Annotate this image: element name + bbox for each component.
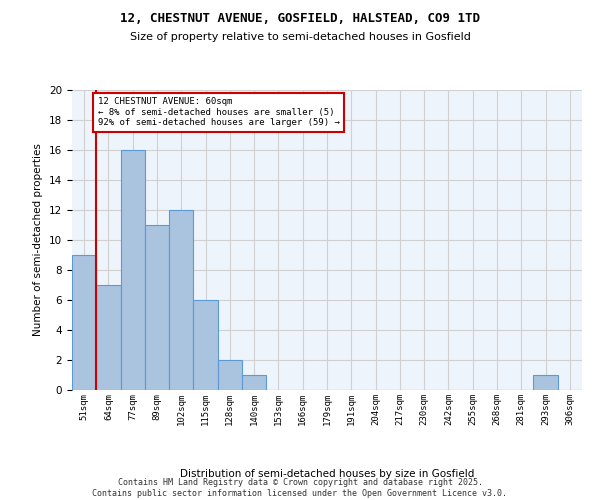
Bar (121, 150, 145, 390)
X-axis label: Distribution of semi-detached houses by size in Gosfield: Distribution of semi-detached houses by … (180, 470, 474, 480)
Bar (218, 360, 242, 390)
Bar (72, 255, 96, 390)
Bar (242, 375, 266, 390)
Text: Size of property relative to semi-detached houses in Gosfield: Size of property relative to semi-detach… (130, 32, 470, 42)
Bar (145, 225, 169, 390)
Bar (169, 210, 193, 390)
Bar (533, 375, 558, 390)
Bar (193, 300, 218, 390)
Bar (96, 285, 121, 390)
Text: Contains HM Land Registry data © Crown copyright and database right 2025.
Contai: Contains HM Land Registry data © Crown c… (92, 478, 508, 498)
Y-axis label: Number of semi-detached properties: Number of semi-detached properties (34, 144, 43, 336)
Text: 12 CHESTNUT AVENUE: 60sqm
← 8% of semi-detached houses are smaller (5)
92% of se: 12 CHESTNUT AVENUE: 60sqm ← 8% of semi-d… (97, 98, 340, 128)
Text: 12, CHESTNUT AVENUE, GOSFIELD, HALSTEAD, CO9 1TD: 12, CHESTNUT AVENUE, GOSFIELD, HALSTEAD,… (120, 12, 480, 26)
